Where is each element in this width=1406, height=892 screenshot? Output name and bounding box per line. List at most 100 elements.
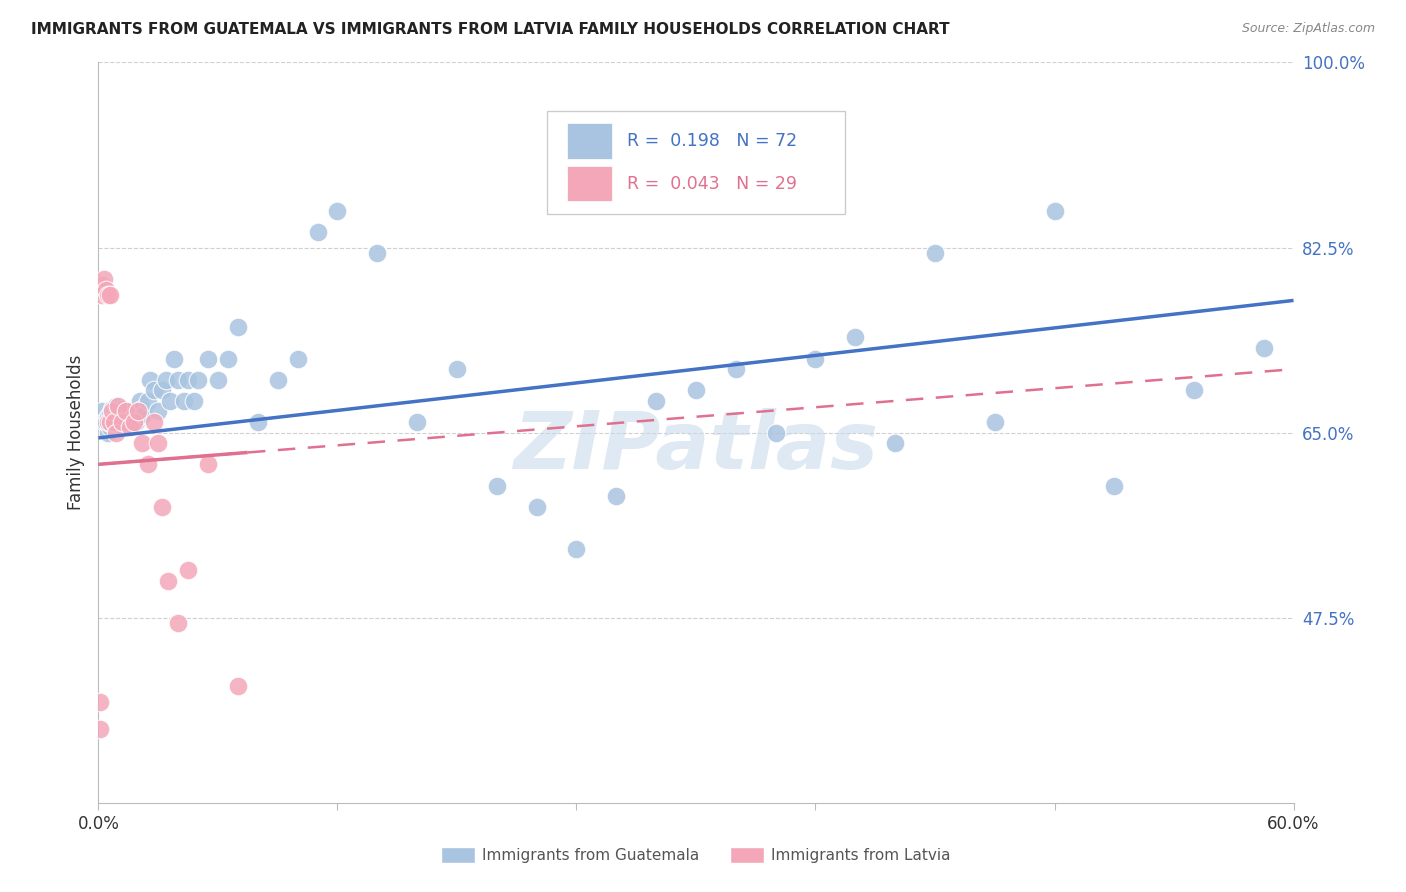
Point <box>120 404 142 418</box>
Point <box>91 288 114 302</box>
Point <box>93 415 115 429</box>
Point <box>1253 341 1275 355</box>
Point <box>115 415 138 429</box>
Point <box>148 436 170 450</box>
Point <box>107 399 129 413</box>
Text: IMMIGRANTS FROM GUATEMALA VS IMMIGRANTS FROM LATVIA FAMILY HOUSEHOLDS CORRELATIO: IMMIGRANTS FROM GUATEMALA VS IMMIGRANTS … <box>31 22 949 37</box>
Text: Source: ZipAtlas.com: Source: ZipAtlas.com <box>1241 22 1375 36</box>
Point <box>685 384 707 398</box>
Y-axis label: Family Households: Family Households <box>66 355 84 510</box>
Point <box>924 245 946 260</box>
Point <box>101 415 124 429</box>
Point <box>105 413 128 427</box>
Legend: Immigrants from Guatemala, Immigrants from Latvia: Immigrants from Guatemala, Immigrants fr… <box>434 841 957 869</box>
Point <box>124 415 146 429</box>
Text: ZIPatlas: ZIPatlas <box>513 409 879 486</box>
FancyBboxPatch shape <box>547 111 845 214</box>
Point <box>446 362 468 376</box>
Point <box>103 415 125 429</box>
Point <box>150 500 173 514</box>
Point <box>89 695 111 709</box>
Point <box>136 458 159 472</box>
Point <box>111 402 134 417</box>
Point <box>177 373 200 387</box>
Point <box>129 393 152 408</box>
Point <box>207 373 229 387</box>
Point <box>125 415 148 429</box>
Point <box>127 404 149 418</box>
Point <box>97 415 120 429</box>
Point <box>101 404 124 418</box>
Point <box>139 373 162 387</box>
Point <box>150 384 173 398</box>
Point <box>1182 384 1205 398</box>
Bar <box>567 166 613 202</box>
Point <box>107 407 129 421</box>
Point <box>884 436 907 450</box>
Point <box>565 541 588 556</box>
Point <box>105 425 128 440</box>
Point <box>765 425 787 440</box>
Point <box>103 404 125 418</box>
Point <box>127 409 149 424</box>
Text: R =  0.043   N = 29: R = 0.043 N = 29 <box>627 175 797 193</box>
Point <box>93 272 115 286</box>
Point <box>115 404 138 418</box>
Bar <box>567 123 613 159</box>
Point <box>406 415 429 429</box>
Point <box>120 420 142 434</box>
Point <box>724 362 747 376</box>
Point <box>177 563 200 577</box>
Point <box>134 407 156 421</box>
Point <box>984 415 1007 429</box>
Point <box>163 351 186 366</box>
Point <box>98 420 122 434</box>
Point <box>97 425 120 440</box>
Point <box>326 203 349 218</box>
Point <box>89 722 111 736</box>
Point <box>226 319 249 334</box>
Point <box>143 415 166 429</box>
Point <box>111 415 134 429</box>
Point <box>136 393 159 408</box>
Point <box>197 458 219 472</box>
Point <box>121 415 143 429</box>
Point <box>98 415 122 429</box>
Point <box>167 615 190 630</box>
Point <box>117 420 139 434</box>
Point <box>485 478 508 492</box>
Text: R =  0.198   N = 72: R = 0.198 N = 72 <box>627 132 797 150</box>
Point <box>246 415 269 429</box>
Point <box>98 288 122 302</box>
Point <box>91 404 114 418</box>
Point <box>112 407 135 421</box>
Point <box>96 415 118 429</box>
Point <box>167 373 190 387</box>
Point <box>148 404 170 418</box>
Point <box>97 288 120 302</box>
Point <box>197 351 219 366</box>
Point <box>645 393 668 408</box>
Point <box>1104 478 1126 492</box>
Point <box>159 393 181 408</box>
Point <box>105 399 128 413</box>
Point <box>226 680 249 694</box>
Point <box>844 330 866 344</box>
Point <box>98 407 122 421</box>
Point <box>96 283 118 297</box>
Point <box>366 245 388 260</box>
Point <box>804 351 827 366</box>
Point <box>1043 203 1066 218</box>
Point <box>157 574 180 588</box>
Point <box>143 384 166 398</box>
Point <box>91 277 114 292</box>
Point <box>526 500 548 514</box>
Point <box>111 404 134 418</box>
Point <box>131 436 153 450</box>
Point <box>131 402 153 417</box>
Point <box>155 373 177 387</box>
Point <box>97 409 120 424</box>
Point <box>107 417 129 432</box>
Point <box>110 409 132 424</box>
Point <box>124 409 146 424</box>
